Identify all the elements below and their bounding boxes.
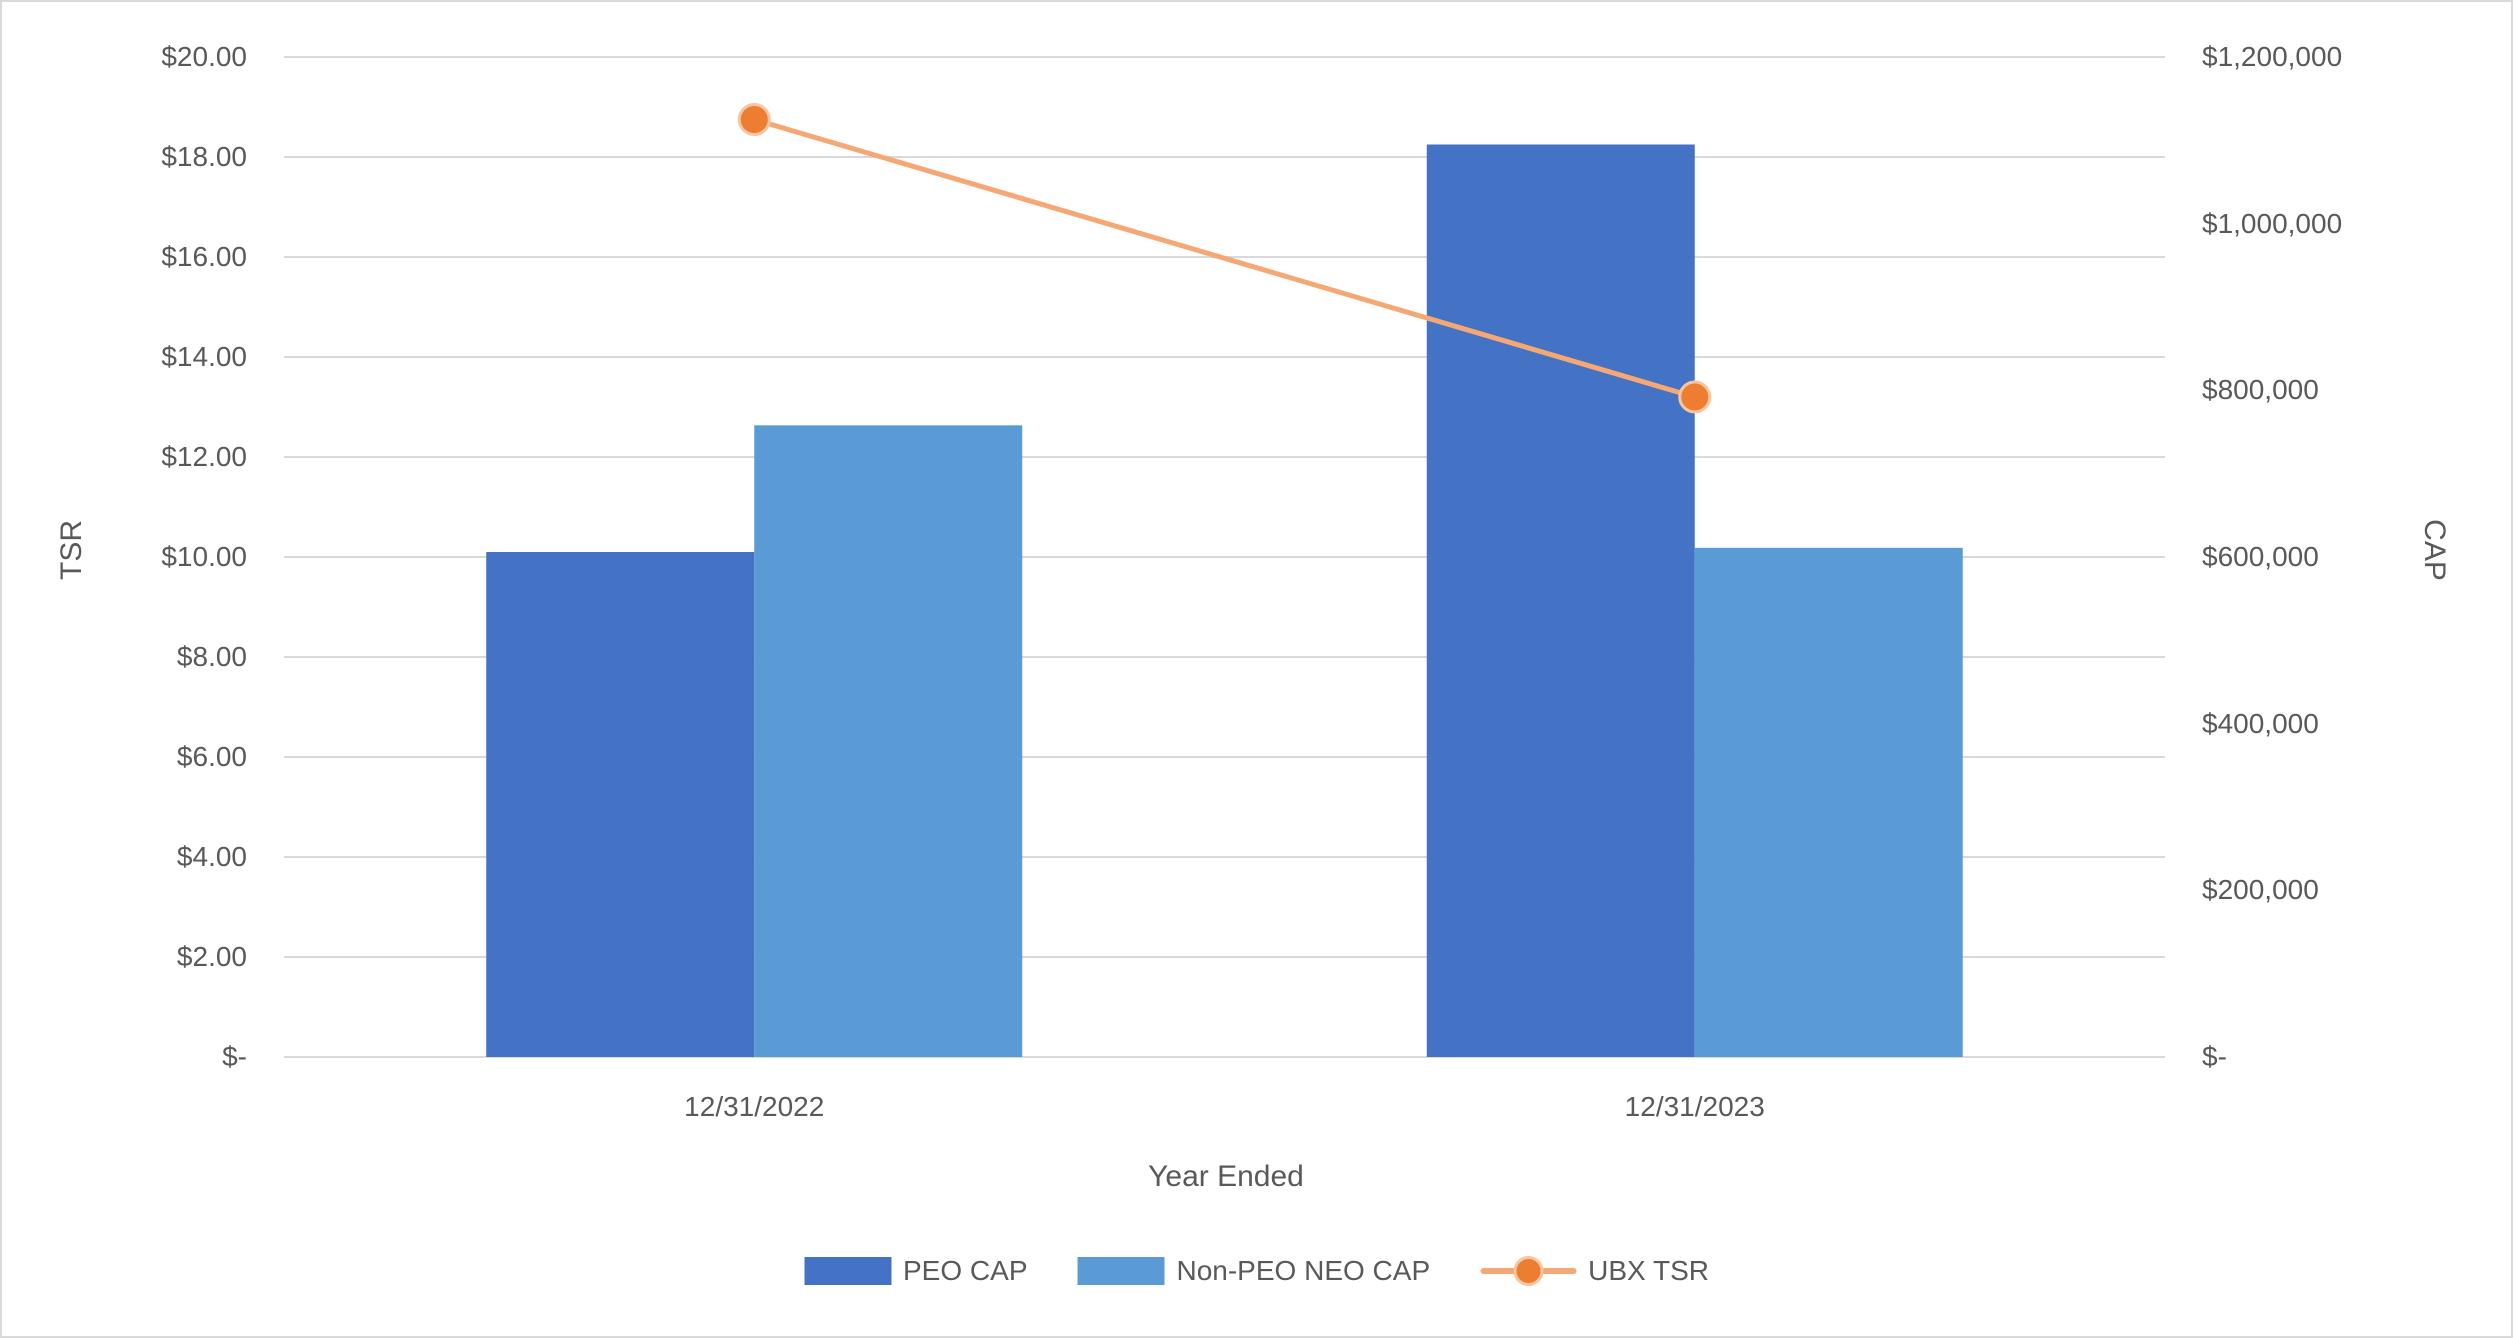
- bar-non-peo-neo-cap-12-31-2022: [754, 425, 1023, 1057]
- left-axis-tick: $4.00: [176, 841, 247, 872]
- ubx-tsr-marker-12-31-2023: [1678, 380, 1712, 414]
- legend-label-ubx-tsr: UBX TSR: [1588, 1255, 1709, 1286]
- bar-peo-cap-12-31-2022: [486, 552, 755, 1057]
- right-axis-tick: $800,000: [2202, 374, 2319, 406]
- legend-item-ubx-tsr: UBX TSR: [1480, 1254, 1709, 1288]
- left-axis-tick: $10.00: [161, 541, 247, 572]
- left-axis-tick: $-: [222, 1041, 247, 1072]
- right-axis-tick: $1,200,000: [2202, 41, 2343, 72]
- ubx-tsr-marker-12-31-2022: [737, 103, 771, 136]
- left-axis-tick: $20.00: [161, 41, 247, 72]
- legend: PEO CAP Non-PEO NEO CAP UBX TSR: [804, 1254, 1709, 1288]
- legend-item-non-peo-neo-cap: Non-PEO NEO CAP: [1077, 1255, 1430, 1287]
- left-axis-tick: $16.00: [161, 241, 247, 272]
- bar-peo-cap-12-31-2023: [1426, 144, 1695, 1057]
- right-axis-tick: $-: [2202, 1041, 2227, 1072]
- x-axis-title: Year Ended: [1148, 1160, 1304, 1193]
- left-axis-tick: $2.00: [176, 941, 247, 972]
- peo-cap-swatch-icon: [804, 1257, 892, 1285]
- non-peo-neo-cap-swatch-icon: [1077, 1257, 1165, 1285]
- legend-dot-icon: [1513, 1256, 1544, 1286]
- left-axis-tick: $6.00: [176, 741, 247, 772]
- x-axis-label-12-31-2022: 12/31/2022: [684, 1091, 825, 1122]
- right-axis-tick: $400,000: [2202, 707, 2319, 739]
- left-axis-tick: $12.00: [161, 441, 247, 472]
- left-axis-tick: $14.00: [161, 341, 247, 372]
- left-axis-tick: $8.00: [176, 641, 247, 672]
- legend-label-peo-cap: PEO CAP: [903, 1255, 1028, 1286]
- left-axis-title: TSR: [55, 520, 88, 580]
- right-axis-tick: $600,000: [2202, 541, 2319, 572]
- left-axis-tick: $18.00: [161, 141, 247, 172]
- x-axis-label-12-31-2023: 12/31/2023: [1624, 1091, 1765, 1122]
- bar-non-peo-neo-cap-12-31-2023: [1694, 547, 1963, 1057]
- ubx-tsr-line: [753, 117, 1696, 400]
- right-axis-tick: $200,000: [2202, 874, 2319, 906]
- legend-label-non-peo-neo-cap: Non-PEO NEO CAP: [1176, 1255, 1431, 1286]
- ubx-tsr-line-marker-icon: [1480, 1254, 1577, 1288]
- right-axis-title: CAP: [2418, 519, 2451, 581]
- legend-item-peo-cap: PEO CAP: [804, 1255, 1027, 1287]
- right-axis-tick: $1,000,000: [2202, 207, 2343, 239]
